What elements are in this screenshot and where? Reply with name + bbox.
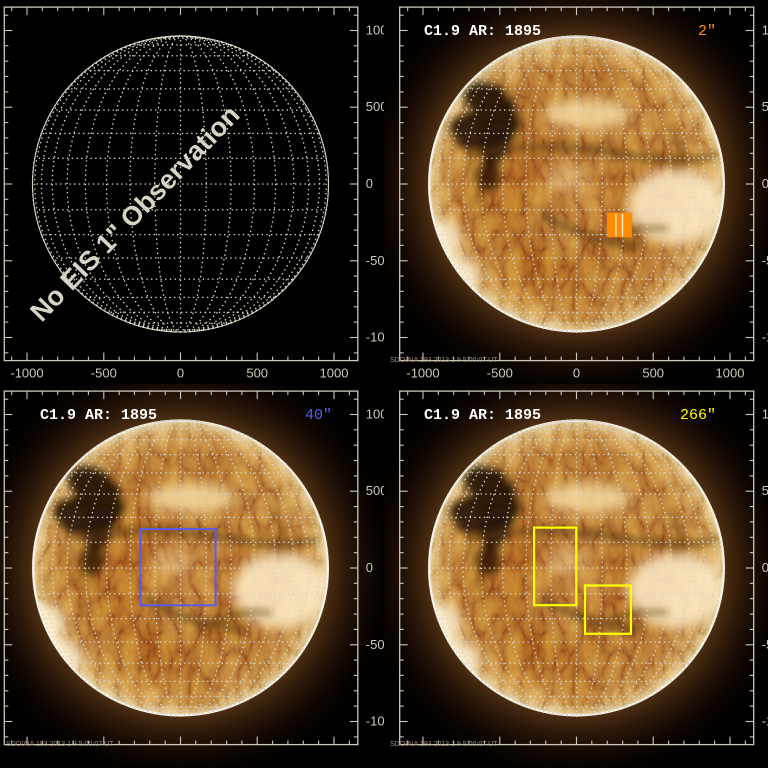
svg-text:-500: -500 (762, 637, 768, 652)
svg-text:SDO/AIA 193 2013 1 9 5:00:: SDO/AIA 193 2013 1 9 5:00:07 UT (390, 741, 498, 748)
svg-text:-500: -500 (762, 253, 768, 268)
svg-text:-1000: -1000 (762, 330, 768, 345)
svg-text:1000: 1000 (366, 407, 384, 422)
svg-text:1000: 1000 (320, 366, 349, 381)
svg-text:-1000: -1000 (366, 714, 384, 729)
svg-text:-1000: -1000 (10, 366, 43, 381)
svg-text:500: 500 (246, 366, 268, 381)
svg-text:SDO/AIA 193 2013 1 9 5:00:: SDO/AIA 193 2013 1 9 5:00:07 UT (390, 357, 498, 364)
svg-text:500: 500 (366, 99, 384, 114)
svg-text:-500: -500 (487, 366, 513, 381)
svg-text:-500: -500 (366, 637, 384, 652)
svg-text:C1.9 AR: 1895: C1.9 AR: 1895 (40, 407, 157, 424)
svg-text:-1000: -1000 (366, 330, 384, 345)
svg-text:C1.9 AR: 1895: C1.9 AR: 1895 (424, 407, 541, 424)
svg-text:0: 0 (366, 560, 373, 575)
svg-text:0: 0 (762, 560, 768, 575)
svg-text:500: 500 (762, 99, 768, 114)
svg-text:1000: 1000 (366, 23, 384, 38)
svg-text:-500: -500 (366, 253, 384, 268)
svg-text:0: 0 (177, 366, 184, 381)
svg-text:0: 0 (366, 176, 373, 191)
svg-text:C1.9 AR: 1895: C1.9 AR: 1895 (424, 23, 541, 40)
svg-text:1000: 1000 (716, 366, 745, 381)
svg-text:1000: 1000 (762, 23, 768, 38)
svg-text:-1000: -1000 (406, 366, 439, 381)
svg-text:500: 500 (762, 483, 768, 498)
svg-text:500: 500 (642, 366, 664, 381)
svg-text:40": 40" (305, 407, 332, 424)
svg-text:0: 0 (573, 366, 580, 381)
svg-text:0: 0 (762, 176, 768, 191)
svg-text:1000: 1000 (762, 407, 768, 422)
svg-text:500: 500 (366, 483, 384, 498)
svg-text:SDO/AIA 193 2013 1 9 5:00:: SDO/AIA 193 2013 1 9 5:00:07 UT (6, 741, 114, 748)
svg-text:-1000: -1000 (762, 714, 768, 729)
svg-text:2": 2" (698, 23, 716, 40)
svg-text:266": 266" (680, 407, 716, 424)
svg-text:-500: -500 (91, 366, 117, 381)
